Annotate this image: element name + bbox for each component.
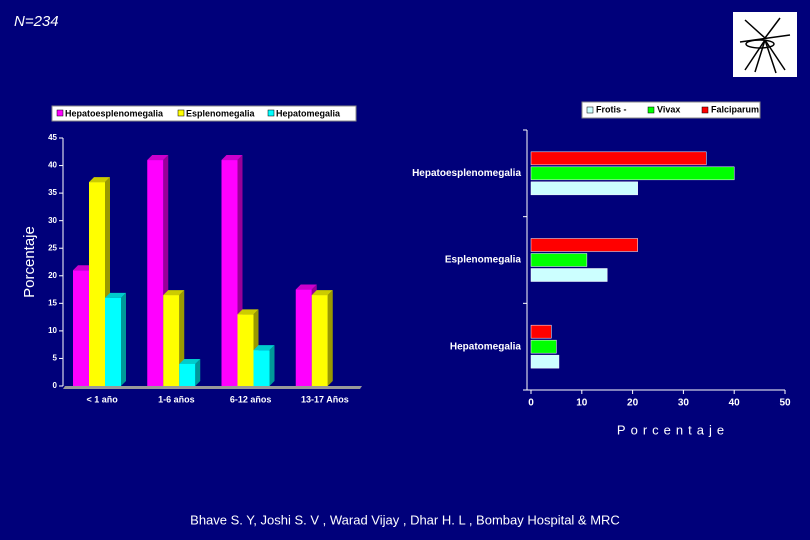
- legend-label: Hepatoesplenomegalia: [65, 108, 164, 118]
- x-tick-label: 13-17 Años: [301, 394, 349, 404]
- x-tick-label: 10: [576, 398, 588, 409]
- bar-top: [221, 155, 243, 161]
- y-axis-label: Porcentaje: [21, 226, 38, 298]
- y-tick-label: 35: [48, 188, 57, 197]
- bar: [253, 350, 270, 386]
- x-tick-label: 20: [627, 398, 639, 409]
- bar: [530, 166, 735, 181]
- bar-top: [295, 284, 317, 290]
- bar-top: [163, 290, 185, 296]
- legend-swatch: [177, 109, 185, 117]
- bar-top: [179, 358, 201, 364]
- bar-top: [89, 177, 110, 183]
- sample-size: N=234: [14, 13, 59, 30]
- floor: [63, 386, 362, 389]
- y-tick-label: Hepatoesplenomegalia: [412, 168, 521, 179]
- y-tick-label: 5: [53, 354, 58, 363]
- x-tick-label: < 1 año: [86, 394, 118, 404]
- y-tick-label: 10: [48, 326, 57, 335]
- legend-box: [581, 101, 761, 119]
- y-tick-label: 20: [48, 271, 57, 280]
- x-tick-label: 30: [678, 398, 690, 409]
- legend-box: [51, 105, 357, 122]
- x-tick-label: 0: [528, 398, 534, 409]
- bar: [295, 289, 312, 386]
- bar: [530, 324, 552, 339]
- y-tick-label: 40: [48, 161, 57, 170]
- bar: [179, 363, 196, 386]
- bar: [530, 181, 638, 196]
- y-tick-label: 15: [48, 298, 57, 307]
- bar: [530, 339, 557, 354]
- legend-label: Vivax: [657, 104, 680, 114]
- bar: [73, 270, 89, 386]
- x-tick-label: 6-12 años: [230, 394, 272, 404]
- legend-label: Esplenomegalia: [186, 108, 256, 118]
- bar: [163, 295, 180, 386]
- legend-label: Hepatomegalia: [276, 108, 341, 118]
- bar: [530, 354, 560, 369]
- x-axis-label: Porcentaje: [617, 422, 729, 437]
- legend-swatch: [647, 106, 655, 114]
- bar: [311, 295, 328, 386]
- y-tick-label: Esplenomegalia: [445, 255, 522, 266]
- credit: Bhave S. Y, Joshi S. V , Warad Vijay , D…: [190, 512, 620, 527]
- x-tick-label: 50: [779, 398, 791, 409]
- y-tick-label: 25: [48, 243, 57, 252]
- bar-top: [253, 345, 275, 351]
- bar-side: [195, 358, 201, 386]
- x-tick-label: 40: [729, 398, 741, 409]
- bar-side: [121, 292, 126, 386]
- legend-swatch: [586, 106, 594, 114]
- bar: [530, 238, 638, 252]
- legend-swatch: [267, 109, 275, 117]
- bar-top: [311, 290, 333, 296]
- legend-label: Frotis -: [596, 104, 627, 114]
- legend-label: Falciparum: [711, 104, 759, 114]
- bar-top: [147, 155, 169, 161]
- bar: [530, 151, 707, 166]
- bar-top: [73, 265, 94, 271]
- legend-swatch: [56, 109, 64, 117]
- bar: [237, 314, 254, 386]
- y-tick-label: Hepatomegalia: [450, 341, 522, 352]
- x-tick-label: 1-6 años: [158, 394, 195, 404]
- y-tick-label: 45: [48, 133, 57, 142]
- mosquito-image: [733, 12, 797, 77]
- bar: [147, 160, 164, 386]
- bar-side: [327, 290, 333, 386]
- bar: [530, 268, 608, 282]
- bar: [89, 182, 105, 386]
- bar-top: [237, 309, 259, 315]
- bar: [105, 297, 121, 386]
- legend-swatch: [701, 106, 709, 114]
- bar-side: [269, 345, 275, 386]
- y-tick-label: 0: [53, 381, 58, 390]
- bar-top: [105, 292, 126, 298]
- bar: [530, 253, 588, 267]
- y-tick-label: 30: [48, 216, 57, 225]
- bar: [221, 160, 238, 386]
